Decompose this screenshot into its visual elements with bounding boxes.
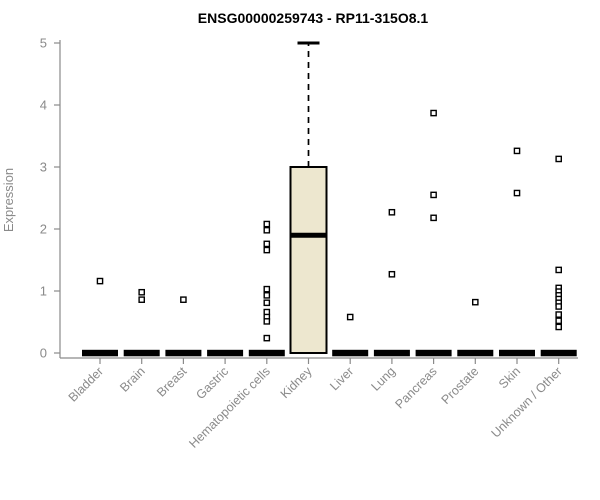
boxplot-liver	[332, 313, 369, 357]
y-tick-label: 3	[40, 160, 47, 175]
x-tick-label: Brain	[117, 364, 148, 395]
y-tick-label: 0	[40, 346, 47, 361]
boxplot-prostate	[457, 298, 494, 357]
x-tick-label: Gastric	[193, 364, 231, 402]
outlier-point	[555, 311, 562, 318]
y-tick-label: 4	[40, 98, 47, 113]
boxplot-breast	[165, 296, 202, 357]
collapsed-box	[415, 349, 452, 357]
boxplot-bladder	[82, 277, 118, 357]
collapsed-box	[457, 349, 494, 357]
outlier-point	[555, 323, 562, 331]
outlier-point	[388, 208, 396, 216]
outlier-point	[263, 334, 271, 342]
outlier-point	[430, 191, 437, 199]
collapsed-box	[332, 349, 369, 357]
x-tick-label: Skin	[496, 364, 523, 391]
collapsed-box	[207, 349, 244, 357]
outlier-point	[555, 266, 562, 274]
outlier-point	[555, 303, 562, 310]
outlier-point	[96, 277, 104, 285]
outlier-point	[430, 109, 437, 117]
collapsed-box	[373, 349, 410, 357]
x-tick-label: Bladder	[66, 364, 106, 404]
boxplot-gastric	[207, 349, 244, 357]
collapsed-box	[540, 349, 577, 357]
outlier-point	[513, 147, 521, 155]
outlier-point	[180, 296, 187, 303]
outlier-point	[263, 292, 271, 299]
x-tick-label: Liver	[327, 364, 356, 393]
collapsed-box	[123, 349, 160, 357]
x-tick-label: Breast	[154, 364, 190, 400]
chart-title: ENSG00000259743 - RP11-315O8.1	[198, 10, 429, 26]
x-tick-label: Kidney	[278, 364, 315, 401]
y-axis-title: Expression	[1, 168, 16, 232]
outlier-point	[555, 317, 562, 325]
outlier-point	[138, 288, 146, 296]
x-tick-label: Unknown / Other	[489, 364, 565, 440]
outlier-point	[430, 214, 437, 222]
collapsed-box	[165, 349, 202, 357]
outlier-point	[513, 189, 521, 197]
boxplot-lung	[373, 208, 410, 357]
collapsed-box	[82, 349, 118, 357]
outlier-point	[472, 298, 479, 306]
x-tick-label: Lung	[368, 364, 398, 394]
x-tick-label: Hematopoietic cells	[186, 364, 273, 451]
boxplot-unknown-other	[540, 155, 577, 357]
outlier-point	[346, 313, 354, 321]
outlier-point	[263, 220, 271, 228]
y-tick-label: 1	[40, 284, 47, 299]
outlier-point	[263, 285, 271, 293]
outlier-point	[263, 226, 271, 234]
box-body	[289, 166, 328, 354]
boxplot-hematopoietic-cells	[248, 220, 285, 357]
outlier-point	[263, 246, 271, 254]
boxplot-pancreas	[415, 109, 452, 357]
outlier-point	[263, 318, 271, 325]
x-tick-label: Pancreas	[392, 364, 439, 411]
plot-layer: 0 1 2 3 4 5 Bladder Brain Breast GastricHematopoi…	[40, 36, 578, 451]
boxplot-brain	[123, 288, 160, 357]
outlier-point	[263, 299, 271, 307]
x-tick-label: Prostate	[439, 364, 482, 407]
outlier-point	[263, 240, 271, 248]
outlier-point	[555, 155, 562, 163]
outlier-point	[138, 296, 146, 303]
collapsed-box	[499, 349, 535, 357]
collapsed-box	[248, 349, 285, 357]
y-tick-label: 5	[40, 36, 47, 51]
boxplot-skin	[499, 147, 535, 357]
boxplot-kidney	[289, 41, 328, 354]
outlier-point	[388, 270, 396, 278]
y-tick-label: 2	[40, 222, 47, 237]
